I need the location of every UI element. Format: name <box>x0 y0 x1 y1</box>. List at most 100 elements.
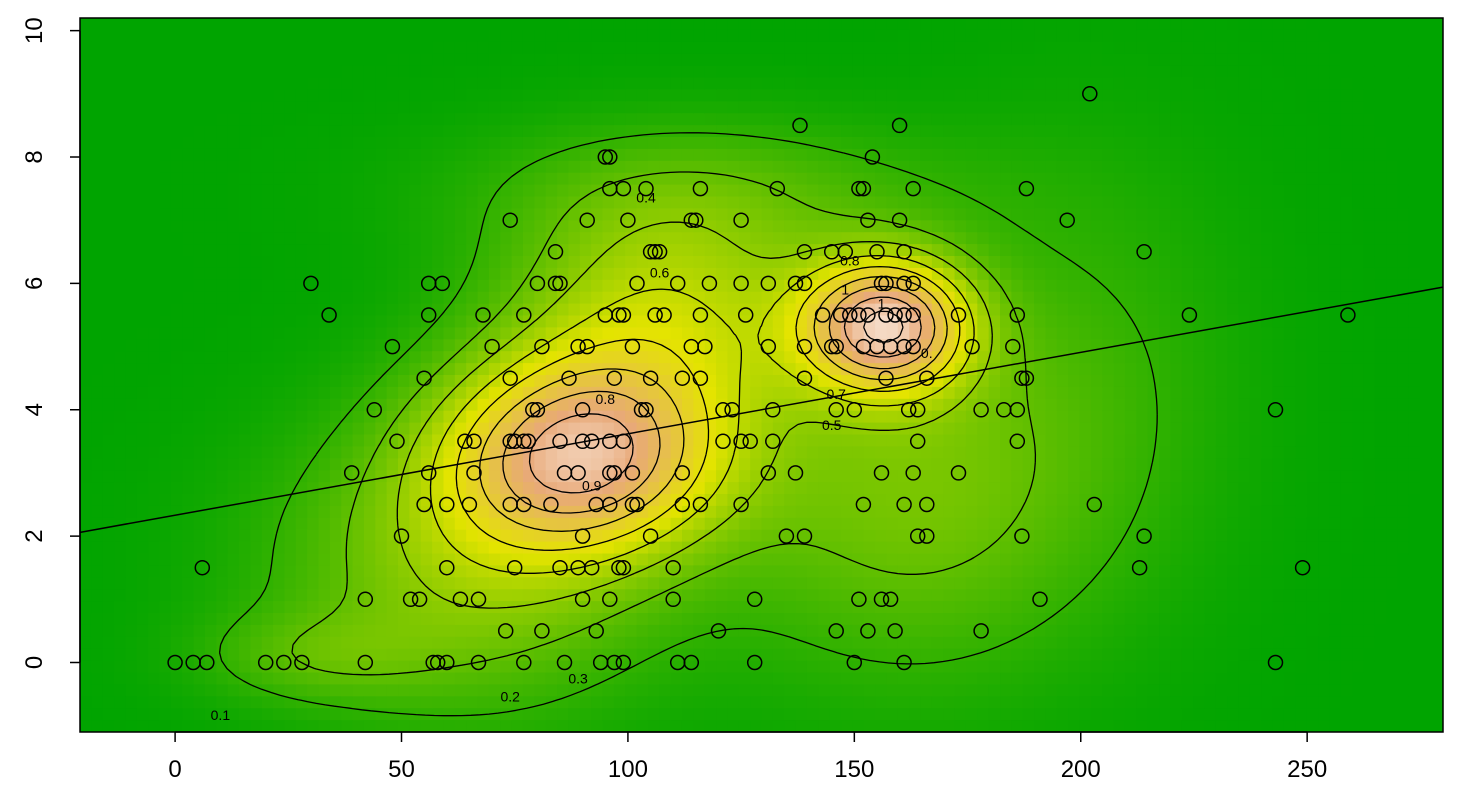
heatmap-cell <box>818 291 831 305</box>
heatmap-cell <box>681 577 694 590</box>
heatmap-cell <box>761 648 774 662</box>
heatmap-cell <box>943 553 956 566</box>
heatmap-cell <box>579 196 592 209</box>
heatmap-cell <box>613 636 626 650</box>
heatmap-cell <box>318 517 331 531</box>
heatmap-cell <box>579 696 592 709</box>
heatmap-cell <box>613 553 626 566</box>
heatmap-cell <box>136 375 149 388</box>
heatmap-cell <box>1022 208 1035 221</box>
heatmap-cell <box>148 65 161 79</box>
heatmap-cell <box>386 327 399 340</box>
heatmap-cell <box>432 720 445 732</box>
heatmap-cell <box>613 720 626 732</box>
heatmap-cell <box>500 101 513 114</box>
heatmap-cell <box>670 220 683 233</box>
heatmap-cell <box>579 375 592 388</box>
heatmap-cell <box>875 422 888 436</box>
heatmap-cell <box>886 148 899 162</box>
heatmap-cell <box>91 589 104 602</box>
heatmap-cell <box>704 101 717 114</box>
heatmap-cell <box>182 375 195 388</box>
heatmap-cell <box>806 553 819 566</box>
heatmap-cell <box>1022 220 1035 233</box>
heatmap-cell <box>863 137 876 150</box>
heatmap-cell <box>204 458 217 471</box>
heatmap-cell <box>534 494 547 507</box>
heatmap-cell <box>102 696 115 709</box>
heatmap-cell <box>102 565 115 578</box>
heatmap-cell <box>965 672 978 685</box>
heatmap-cell <box>602 172 615 186</box>
heatmap-cell <box>875 660 888 674</box>
heatmap-cell <box>965 529 978 543</box>
heatmap-cell <box>886 648 899 662</box>
heatmap-cell <box>136 601 149 614</box>
heatmap-cell <box>80 410 92 424</box>
heatmap-cell <box>420 160 433 174</box>
heatmap-cell <box>102 256 115 269</box>
heatmap-cell <box>204 565 217 578</box>
heatmap-cell <box>318 696 331 709</box>
heatmap-cell <box>363 53 376 67</box>
heatmap-cell <box>750 410 763 424</box>
heatmap-cell <box>920 482 933 495</box>
heatmap-cell <box>102 684 115 697</box>
heatmap-cell <box>148 303 161 317</box>
heatmap-cell <box>636 505 649 519</box>
heatmap-cell <box>363 720 376 732</box>
heatmap-cell <box>647 636 660 650</box>
heatmap-cell <box>284 303 297 317</box>
heatmap-cell <box>159 375 172 388</box>
heatmap-cell <box>852 339 865 352</box>
heatmap-cell <box>727 29 740 43</box>
heatmap-cell <box>954 553 967 566</box>
heatmap-cell <box>545 244 558 257</box>
heatmap-cell <box>806 113 819 126</box>
heatmap-cell <box>170 494 183 507</box>
heatmap-cell <box>159 327 172 340</box>
heatmap-cell <box>954 696 967 709</box>
heatmap-cell <box>193 267 206 281</box>
heatmap-cell <box>250 232 263 245</box>
heatmap-cell <box>341 244 354 257</box>
heatmap-cell <box>409 494 422 507</box>
heatmap-cell <box>204 494 217 507</box>
heatmap-cell <box>284 624 297 638</box>
heatmap-cell <box>227 267 240 281</box>
heatmap-cell <box>988 160 1001 174</box>
heatmap-cell <box>829 434 842 447</box>
heatmap-cell <box>363 267 376 281</box>
heatmap-cell <box>591 648 604 662</box>
heatmap-cell <box>886 244 899 257</box>
heatmap-cell <box>273 446 286 459</box>
heatmap-cell <box>818 351 831 364</box>
heatmap-cell <box>159 720 172 732</box>
heatmap-cell <box>420 327 433 340</box>
heatmap-cell <box>795 720 808 732</box>
heatmap-cell <box>534 208 547 221</box>
heatmap-cell <box>545 291 558 305</box>
heatmap-cell <box>659 125 672 138</box>
heatmap-cell <box>420 422 433 436</box>
heatmap-cell <box>636 327 649 340</box>
heatmap-cell <box>250 613 263 626</box>
heatmap-cell <box>420 375 433 388</box>
heatmap-cell <box>965 113 978 126</box>
heatmap-cell <box>738 422 751 436</box>
heatmap-cell <box>704 291 717 305</box>
heatmap-cell <box>148 18 161 31</box>
heatmap-cell <box>579 291 592 305</box>
heatmap-cell <box>1011 18 1024 31</box>
heatmap-cell <box>863 172 876 186</box>
heatmap-cell <box>409 148 422 162</box>
heatmap-cell <box>886 256 899 269</box>
heatmap-cell <box>409 684 422 697</box>
heatmap-cell <box>295 351 308 364</box>
heatmap-cell <box>80 386 92 400</box>
heatmap-cell <box>988 244 1001 257</box>
heatmap-cell <box>284 410 297 424</box>
heatmap-cell <box>750 494 763 507</box>
heatmap-cell <box>659 624 672 638</box>
heatmap-cell <box>182 363 195 376</box>
